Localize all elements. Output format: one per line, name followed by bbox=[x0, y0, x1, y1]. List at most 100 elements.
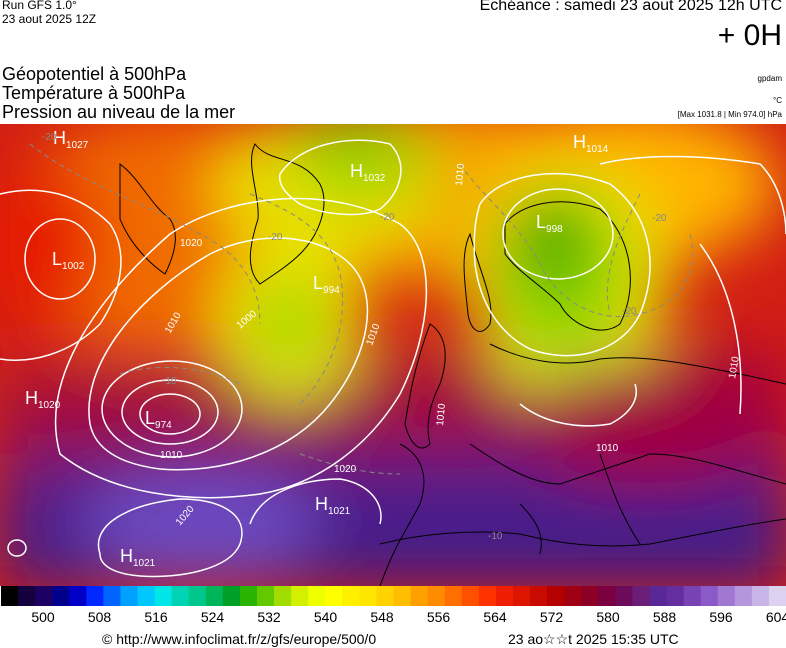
temperature-label: -20 bbox=[652, 213, 667, 224]
color-swatch bbox=[256, 586, 275, 606]
color-swatch bbox=[615, 586, 633, 606]
pressure-centers: H1027 L1002 H1032 L994 L974 H1020 H1021 … bbox=[25, 128, 609, 569]
color-swatch bbox=[1, 586, 19, 606]
color-swatch bbox=[461, 586, 480, 606]
color-swatch bbox=[410, 586, 429, 606]
color-scale-tick: 604 bbox=[765, 609, 786, 625]
temperature-labels: -20 -10 -20 -20 -10 -20 -20 bbox=[42, 132, 667, 542]
color-swatch bbox=[52, 586, 70, 606]
color-scale-tick: 516 bbox=[144, 609, 168, 625]
center-low-1: L1002 bbox=[52, 249, 85, 272]
unit-temperature: °C bbox=[773, 96, 782, 105]
color-swatch bbox=[495, 586, 514, 606]
center-low-2: L994 bbox=[313, 273, 340, 296]
color-swatch bbox=[274, 586, 292, 606]
color-swatch bbox=[751, 586, 770, 606]
color-swatch bbox=[598, 586, 616, 606]
forecast-map: H1027 L1002 H1032 L994 L974 H1020 H1021 … bbox=[0, 124, 786, 586]
isobar-label: 1010 bbox=[160, 450, 183, 461]
color-swatch bbox=[683, 586, 702, 606]
color-swatch bbox=[359, 586, 377, 606]
color-scale-tick: 572 bbox=[539, 609, 564, 625]
geopotential-field bbox=[0, 124, 786, 586]
center-low-3: L974 bbox=[145, 408, 172, 431]
color-swatch bbox=[86, 586, 104, 606]
isobar-label: 1010 bbox=[727, 355, 742, 379]
color-swatch bbox=[154, 586, 173, 606]
color-swatch bbox=[444, 586, 463, 606]
color-swatch bbox=[478, 586, 497, 606]
color-swatch bbox=[35, 586, 53, 606]
color-swatch bbox=[564, 586, 582, 606]
center-high-3: H1020 bbox=[25, 388, 61, 411]
color-scale-tick: 580 bbox=[596, 609, 620, 625]
color-swatch bbox=[632, 586, 650, 606]
temperature-isotherms bbox=[29, 143, 694, 475]
color-scale-tick: 532 bbox=[257, 609, 281, 625]
color-scale-tick: 556 bbox=[426, 609, 451, 625]
run-label: Run GFS 1.0° bbox=[2, 0, 77, 12]
color-swatch bbox=[103, 586, 121, 606]
isobar-label: 1020 bbox=[334, 464, 357, 475]
color-swatch bbox=[205, 586, 224, 606]
copyright-link[interactable]: © http://www.infoclimat.fr/z/gfs/europe/… bbox=[102, 631, 377, 647]
color-swatch bbox=[222, 586, 241, 606]
color-swatch bbox=[291, 586, 309, 606]
color-swatch bbox=[547, 586, 565, 606]
title-temperature: Température à 500hPa bbox=[2, 83, 186, 103]
color-swatch bbox=[666, 586, 685, 606]
forecast-time: Echéance : samedi 23 aout 2025 12h UTC bbox=[479, 0, 782, 14]
color-swatch bbox=[393, 586, 412, 606]
isobar-label: 1020 bbox=[180, 238, 203, 249]
temperature-label: -20 bbox=[42, 132, 57, 143]
temperature-label: -20 bbox=[268, 232, 283, 243]
color-swatch bbox=[581, 586, 599, 606]
color-swatch bbox=[717, 586, 736, 606]
isobars bbox=[0, 139, 786, 578]
color-scale-tick: 524 bbox=[200, 609, 225, 625]
update-time: 23 ao☆☆t 2025 15:35 UTC bbox=[508, 631, 679, 647]
temperature-label: -10 bbox=[162, 376, 177, 387]
color-swatch bbox=[188, 586, 207, 606]
temperature-label: -20 bbox=[622, 306, 637, 317]
color-scale-tick: 540 bbox=[313, 609, 338, 625]
color-swatch bbox=[649, 586, 668, 606]
center-high-2: H1032 bbox=[350, 161, 386, 184]
color-scale-tick: 588 bbox=[652, 609, 677, 625]
color-swatch bbox=[734, 586, 753, 606]
center-low-4: L998 bbox=[536, 212, 563, 235]
isobar-label: 1010 bbox=[435, 403, 448, 427]
color-swatch bbox=[512, 586, 531, 606]
title-geopotential: Géopotentiel à 500hPa bbox=[2, 64, 187, 84]
color-swatch bbox=[239, 586, 258, 606]
color-swatch bbox=[137, 586, 156, 606]
color-swatch bbox=[171, 586, 190, 606]
center-high-1: H1027 bbox=[53, 128, 89, 151]
color-scale-tick: 596 bbox=[709, 609, 733, 625]
color-scale-tick: 508 bbox=[87, 609, 112, 625]
temperature-label: -20 bbox=[380, 212, 395, 223]
unit-pressure: [Max 1031.8 | Min 974.0] hPa bbox=[677, 110, 782, 119]
color-swatch bbox=[700, 586, 719, 606]
isobar-label: 1010 bbox=[596, 443, 619, 454]
center-symbol: H bbox=[53, 128, 66, 148]
coastlines bbox=[119, 143, 786, 586]
center-value: 1027 bbox=[66, 140, 89, 151]
color-swatch bbox=[530, 586, 548, 606]
color-scale-tick: 564 bbox=[483, 609, 507, 625]
color-swatch bbox=[69, 586, 87, 606]
color-scale-tick: 548 bbox=[370, 609, 394, 625]
color-swatch bbox=[768, 586, 786, 606]
isobar-label: 1010 bbox=[454, 163, 467, 187]
color-swatch bbox=[120, 586, 139, 606]
center-high-6: H1014 bbox=[573, 132, 609, 155]
color-swatch bbox=[325, 586, 343, 606]
color-swatch bbox=[376, 586, 394, 606]
color-scale-bar bbox=[1, 586, 786, 606]
lead-time: + 0H bbox=[717, 19, 782, 52]
center-high-4: H1021 bbox=[315, 494, 351, 517]
color-swatch bbox=[18, 586, 36, 606]
title-pressure: Pression au niveau de la mer bbox=[2, 102, 236, 122]
color-scale-tick: 500 bbox=[31, 609, 55, 625]
unit-geopotential: gpdam bbox=[757, 74, 782, 83]
